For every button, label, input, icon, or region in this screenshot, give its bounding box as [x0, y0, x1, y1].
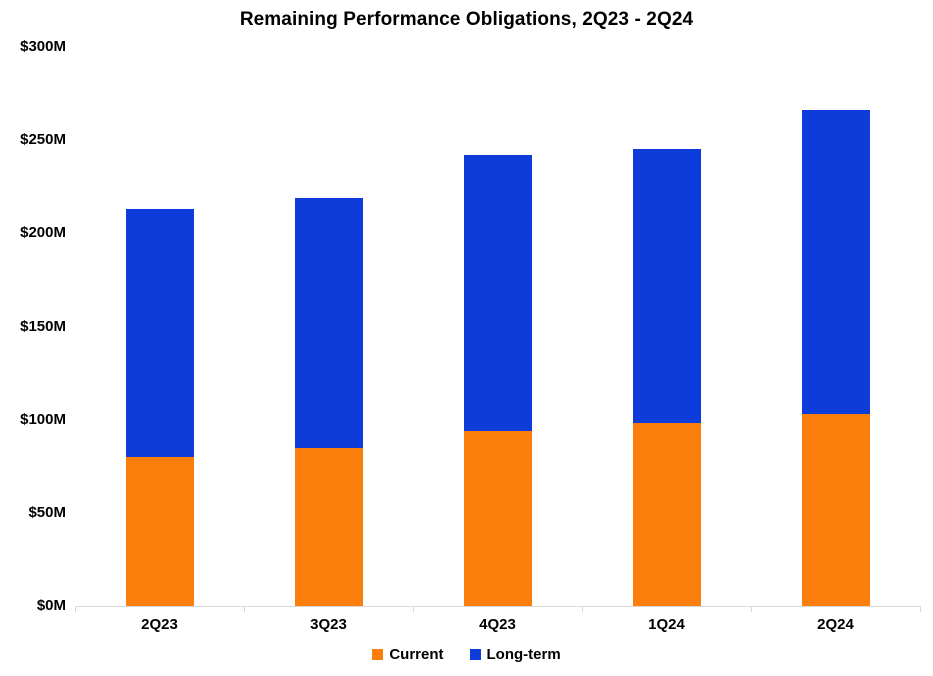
bar-1q24-long-term — [632, 149, 701, 424]
bar-4q23-long-term — [463, 155, 532, 431]
x-axis-tick — [413, 606, 414, 612]
legend-label: Long-term — [486, 646, 561, 663]
bar-4q23-current — [463, 430, 532, 606]
x-axis-tick — [751, 606, 752, 612]
x-axis-tick — [920, 606, 921, 612]
x-axis-line — [75, 606, 920, 607]
bar-3q23-current — [294, 447, 363, 606]
y-axis-tick-label: $200M — [20, 224, 66, 242]
x-axis-label: 4Q23 — [479, 616, 516, 633]
x-axis-label: 1Q24 — [648, 616, 685, 633]
x-axis-label: 3Q23 — [310, 616, 347, 633]
legend-item-current: Current — [372, 646, 444, 663]
legend-label: Current — [389, 646, 444, 663]
legend-item-long-term: Long-term — [469, 646, 561, 663]
bar-1q24-current — [632, 423, 701, 606]
y-axis-tick-label: $50M — [28, 503, 66, 521]
x-axis-tick — [75, 606, 76, 612]
x-axis-label: 2Q23 — [141, 616, 178, 633]
x-axis-tick — [582, 606, 583, 612]
legend: Current Long-term — [0, 646, 933, 663]
chart-title: Remaining Performance Obligations, 2Q23 … — [239, 9, 694, 30]
bar-2q23-current — [125, 456, 194, 606]
y-axis-tick-label: $250M — [20, 131, 66, 149]
y-axis-tick-label: $100M — [20, 410, 66, 428]
x-axis-tick — [244, 606, 245, 612]
bar-2q24-long-term — [801, 110, 870, 415]
bar-3q23-long-term — [294, 197, 363, 448]
legend-swatch-current — [372, 649, 384, 660]
bar-2q23-long-term — [125, 209, 194, 457]
y-axis-tick-label: $150M — [20, 317, 66, 335]
x-axis-label: 2Q24 — [817, 616, 854, 633]
bar-2q24-current — [801, 414, 870, 606]
y-axis-tick-label: $300M — [20, 38, 66, 55]
y-axis-tick-label: $0M — [36, 597, 66, 614]
legend-swatch-long-term — [469, 649, 481, 660]
